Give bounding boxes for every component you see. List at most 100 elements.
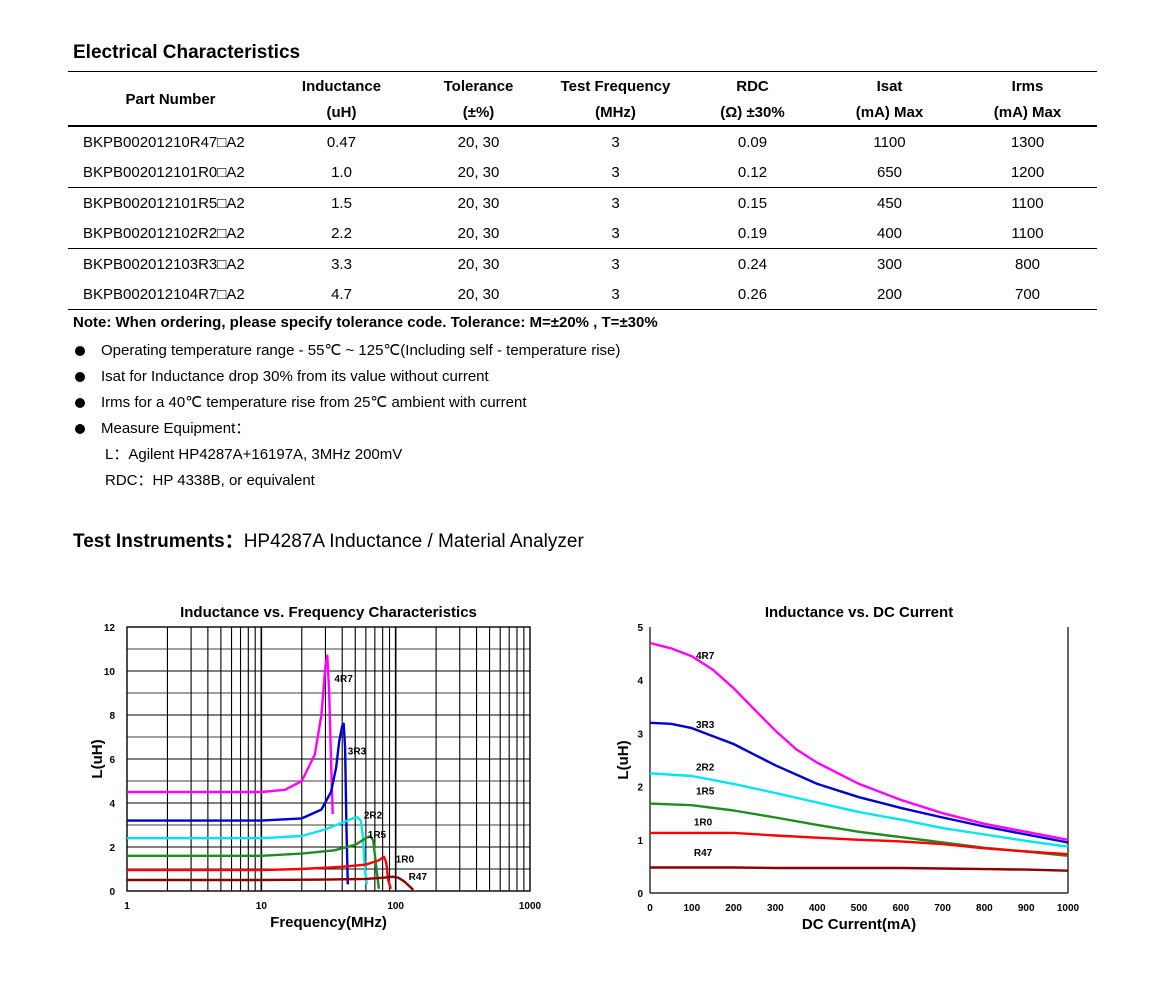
y-tick-label: 5 [637,623,643,634]
series-line-4r7 [649,641,1069,841]
cell-rdc: 0.15 [737,194,768,212]
series-line-4r7 [127,654,334,815]
bullet-text: Isat for Inductance drop 30% from its va… [101,368,489,385]
x-tick-label: 1 [124,901,130,912]
bullet-icon [75,346,85,356]
electrical-characteristics-title: Electrical Characteristics [73,42,301,63]
plot-frame [126,626,531,892]
chart-title: Inductance vs. DC Current [765,604,953,621]
cell-isat: 650 [821,157,958,188]
test-instruments-value: HP4287A Inductance / Material Analyzer [243,531,584,552]
series-line-2r2 [649,772,1069,848]
cell-tolerance: 20, 30 [457,255,500,273]
y-tick-label: 2 [637,783,643,794]
cell-freq: 3 [611,255,620,273]
table-header-row: Part Number Inductance Tolerance Test Fr… [68,73,1097,127]
header-inductance: Inductance [301,77,382,95]
x-tick-label: 400 [809,903,826,914]
cell-rdc: 0.12 [684,157,821,188]
x-axis-label: Frequency(MHz) [270,914,387,931]
inductance-vs-frequency-chart: Inductance vs. Frequency Characteristics… [89,604,542,931]
bullet-icon [75,398,85,408]
y-tick-label: 12 [104,623,116,634]
series-label-3r3: 3R3 [348,747,367,758]
cell-inductance: 1.0 [273,157,410,188]
series-label-r47: R47 [694,848,713,859]
x-tick-label: 0 [647,903,653,914]
series-label-2r2: 2R2 [364,810,383,821]
y-axis-label: L(uH) [615,740,632,779]
table-row: BKPB002012104R7□A2 4.7 20, 30 3 0.26 200… [68,279,1097,310]
series-label-1r0: 1R0 [694,817,713,828]
cell-inductance: 1.5 [331,194,352,212]
x-tick-label: 10 [256,901,268,912]
series-line-3r3 [649,721,1069,844]
cell-irms: 700 [958,279,1097,310]
test-instruments-label: Test Instruments： [73,531,244,552]
equipment-l: L：Agilent HP4287A+16197A, 3MHz 200mV [105,446,403,463]
series-line-2r2 [127,816,368,885]
cell-rdc: 0.09 [737,133,768,151]
series-label-4r7: 4R7 [334,674,353,685]
list-item: Operating temperature range - 55℃ ~ 125℃… [73,338,620,364]
x-tick-label: 600 [892,903,909,914]
electrical-characteristics-table: Part Number Inductance Tolerance Test Fr… [68,73,1097,310]
series-label-2r2: 2R2 [696,763,715,774]
cell-part: BKPB002012101R5□A2 [83,194,245,212]
test-instruments: Test Instruments：HP4287A Inductance / Ma… [73,526,584,553]
cell-freq: 3 [611,133,620,151]
series-label-3r3: 3R3 [696,720,715,731]
x-tick-label: 500 [851,903,868,914]
series-line-1r5 [127,834,381,889]
series-label-r47: R47 [409,872,428,883]
bullet-text: Operating temperature range - 55℃ ~ 125℃… [101,342,621,359]
cell-irms: 1200 [958,157,1097,188]
y-tick-label: 1 [637,836,643,847]
cell-inductance: 3.3 [331,255,352,273]
y-tick-label: 4 [637,676,643,687]
cell-freq: 3 [611,194,620,212]
cell-rdc: 0.24 [737,255,768,273]
header-test-frequency-unit: (MHz) [547,99,684,127]
cell-isat: 300 [876,255,903,273]
x-tick-label: 100 [387,901,404,912]
x-tick-label: 700 [934,903,951,914]
table-row: BKPB002012103R3□A2 3.3 20, 30 3 0.24 300… [68,249,1097,280]
ordering-note: Note: When ordering, please specify tole… [73,314,658,331]
cell-tolerance: 20, 30 [410,279,547,310]
series-line-1r0 [650,831,1069,856]
bullet-text: Measure Equipment： [101,420,251,437]
x-axis-label: DC Current(mA) [802,916,916,933]
cell-inductance: 0.47 [326,133,357,151]
chart-title: Inductance vs. Frequency Characteristics [180,604,477,621]
bullet-text: Irms for a 40℃ temperature rise from 25℃… [101,394,527,411]
x-tick-label: 1000 [519,901,542,912]
header-inductance-unit: (uH) [273,99,410,127]
cell-isat: 450 [876,194,903,212]
header-rdc: RDC [736,77,769,95]
equipment-rdc: RDC：HP 4338B, or equivalent [105,472,315,489]
cell-part: BKPB00201210R47□A2 [83,133,245,151]
x-tick-label: 800 [976,903,993,914]
cell-rdc: 0.19 [684,218,821,249]
header-isat-unit: (mA) Max [821,99,958,127]
list-item: Isat for Inductance drop 30% from its va… [73,364,620,390]
series-label-1r5: 1R5 [368,830,387,841]
header-irms: Irms [1011,77,1044,95]
table-header-units-row: (uH) (±%) (MHz) (Ω) ±30% (mA) Max (mA) M… [68,99,1097,127]
notes-list: Operating temperature range - 55℃ ~ 125℃… [73,338,620,494]
cell-tolerance: 20, 30 [457,133,500,151]
cell-freq: 3 [547,279,684,310]
y-tick-label: 4 [109,799,115,810]
header-part-number: Part Number [68,73,273,127]
header-rdc-unit: (Ω) ±30% [684,99,821,127]
list-item: Irms for a 40℃ temperature rise from 25℃… [73,390,620,416]
cell-irms: 800 [1014,255,1041,273]
bullet-icon [75,372,85,382]
y-axis-label: L(uH) [89,739,106,778]
cell-irms: 1100 [1011,194,1044,212]
cell-part: BKPB002012103R3□A2 [83,255,245,273]
series-line-r47 [127,875,415,891]
series-line-r47 [650,866,1069,872]
